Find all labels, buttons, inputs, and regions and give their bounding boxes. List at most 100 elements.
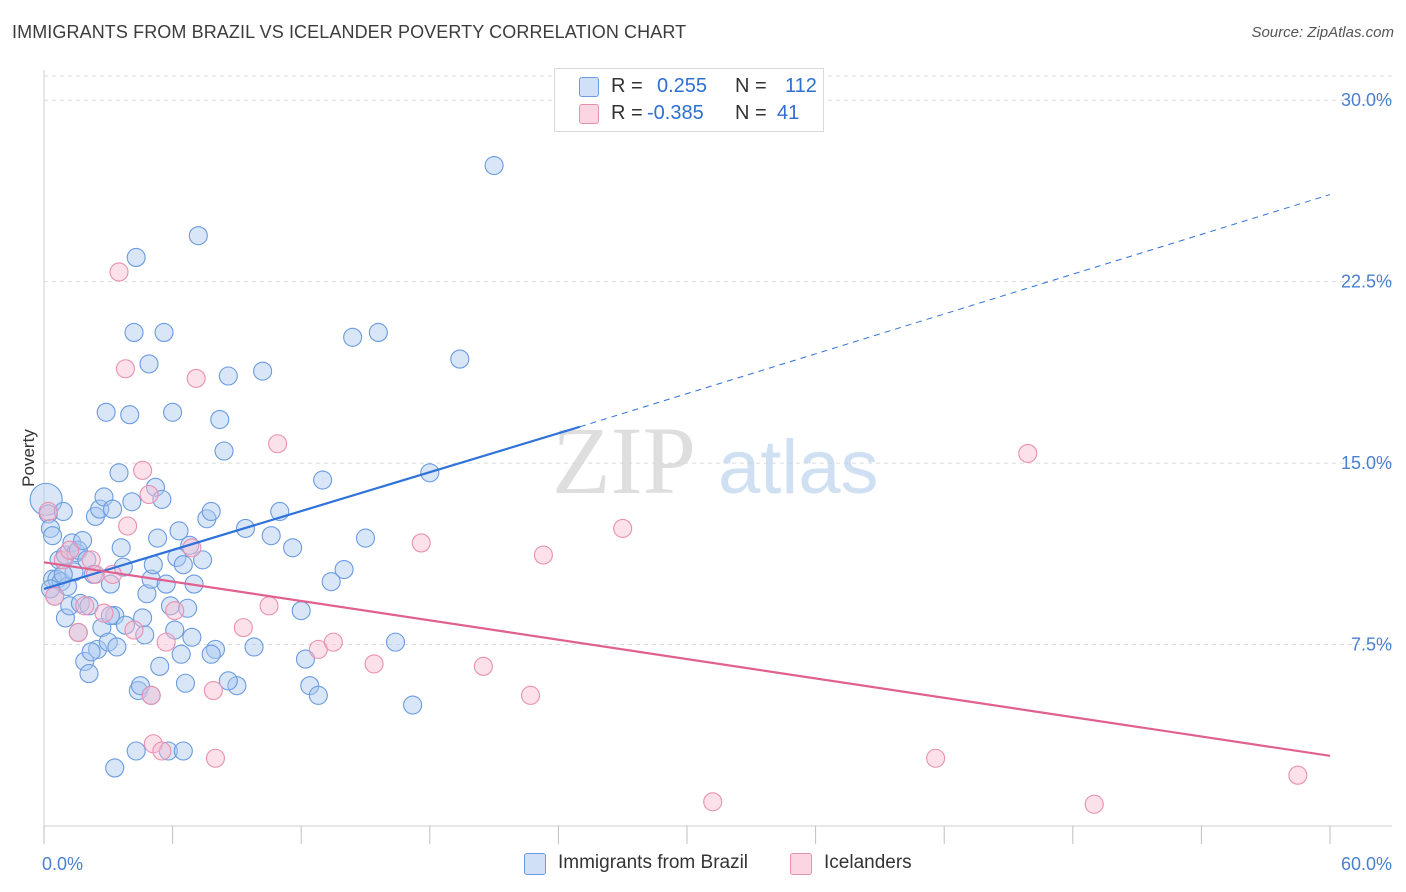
data-point — [201, 644, 221, 664]
data-point — [79, 664, 99, 684]
data-point — [115, 359, 135, 379]
data-point — [135, 625, 155, 645]
data-point — [169, 521, 189, 541]
data-point — [124, 322, 144, 343]
data-point — [152, 741, 172, 761]
data-point — [1288, 765, 1308, 785]
y-axis-label: Poverty — [19, 429, 38, 487]
data-point — [205, 748, 226, 768]
data-point — [148, 528, 168, 548]
data-point — [145, 477, 166, 497]
data-point — [323, 632, 343, 652]
data-point — [218, 366, 238, 386]
data-point — [111, 538, 131, 558]
data-point — [171, 644, 191, 664]
legend-r-label: R = — [611, 75, 643, 97]
data-point — [109, 463, 129, 483]
data-point — [141, 685, 161, 705]
data-point — [94, 603, 114, 623]
data-point — [75, 651, 95, 672]
data-point — [520, 685, 541, 705]
data-point — [109, 262, 129, 282]
legend-n-label: N = — [735, 102, 767, 124]
data-point — [139, 484, 159, 505]
data-point — [253, 361, 273, 381]
data-point — [321, 572, 341, 592]
data-point — [343, 327, 363, 347]
data-point — [411, 533, 431, 553]
data-point — [81, 642, 101, 662]
y-tick-label: 7.5% — [1351, 635, 1392, 655]
data-point — [60, 540, 80, 560]
data-point — [203, 680, 223, 701]
data-point — [156, 574, 176, 594]
data-point — [188, 226, 208, 246]
data-point — [173, 555, 193, 575]
data-point — [533, 545, 553, 565]
legend-swatch-icelanders — [579, 104, 599, 124]
data-point — [403, 695, 423, 715]
data-point — [214, 441, 234, 461]
trend-line-extension — [579, 194, 1331, 428]
data-point — [137, 584, 157, 604]
data-point — [126, 741, 146, 761]
series-icelanders — [38, 262, 1308, 814]
legend-swatch-brazil — [579, 77, 599, 97]
data-point — [368, 322, 388, 343]
data-point — [68, 622, 88, 643]
data-point — [105, 758, 125, 778]
data-point — [40, 518, 60, 538]
watermark-atlas: atlas — [718, 425, 879, 510]
gridlines — [44, 75, 1392, 646]
data-point — [484, 155, 504, 176]
data-point — [130, 676, 150, 696]
data-point — [182, 627, 202, 647]
series-brazil — [29, 155, 504, 778]
data-point — [75, 596, 95, 616]
data-point — [126, 247, 146, 268]
data-point — [703, 792, 723, 812]
data-point — [150, 656, 170, 676]
data-point — [193, 550, 213, 570]
data-point — [210, 409, 230, 430]
data-point — [308, 685, 328, 705]
data-point — [1018, 443, 1038, 463]
data-point — [268, 434, 288, 454]
data-point — [283, 538, 303, 558]
y-tick-label: 15.0% — [1341, 453, 1392, 473]
source-label: Source: ZipAtlas.com — [1251, 24, 1394, 41]
data-point — [261, 526, 281, 546]
data-point — [450, 349, 470, 369]
data-point — [139, 354, 159, 374]
data-point — [55, 608, 75, 628]
data-point — [186, 368, 206, 388]
data-point — [364, 654, 384, 674]
data-point — [259, 596, 279, 616]
data-point — [154, 322, 174, 343]
data-point — [128, 680, 148, 701]
trend-line-brazil — [43, 425, 581, 590]
watermark: ZIP atlas — [552, 407, 879, 514]
series-legend: Immigrants from Brazil Icelanders — [0, 852, 1406, 878]
data-point — [244, 637, 264, 657]
data-points — [29, 155, 1308, 814]
data-point — [334, 559, 354, 580]
data-point — [165, 601, 185, 621]
chart-title: IMMIGRANTS FROM BRAZIL VS ICELANDER POVE… — [12, 22, 687, 42]
x-tick-label: 0.0% — [42, 854, 83, 874]
y-tick-label: 30.0% — [1341, 90, 1392, 110]
data-point — [473, 656, 493, 676]
data-point — [73, 530, 93, 551]
y-tick-label: 22.5% — [1341, 272, 1392, 292]
legend-r-label: R = — [611, 102, 643, 124]
data-point — [291, 601, 311, 621]
data-point — [163, 402, 183, 422]
data-point — [103, 499, 123, 519]
data-point — [173, 741, 193, 761]
data-point — [152, 489, 172, 509]
trend-line-icelanders — [43, 561, 1331, 757]
data-point — [613, 518, 633, 538]
data-point — [118, 516, 138, 536]
legend-n-value: 112 — [785, 75, 817, 97]
